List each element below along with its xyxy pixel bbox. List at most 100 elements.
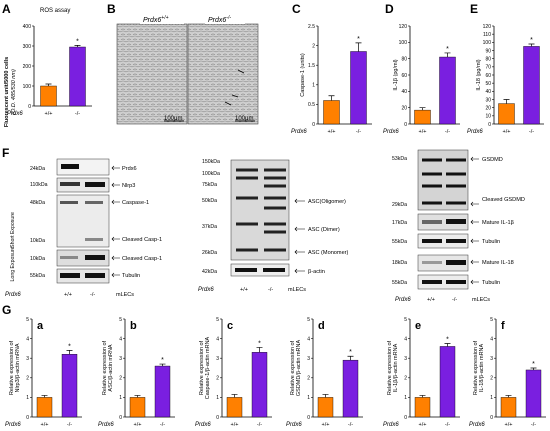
chart-gd-category-0: +/+ bbox=[322, 422, 330, 428]
chart-d-category-1: -/- bbox=[445, 129, 450, 135]
chart-gf-ytick-label-1: 1 bbox=[490, 395, 493, 401]
chart-gc-ytick-label-3: 3 bbox=[216, 356, 219, 362]
chart-a-category-1: -/- bbox=[75, 111, 80, 117]
blot-left-strip-tubulin bbox=[56, 268, 110, 284]
blot-left-ko: -/- bbox=[90, 292, 95, 298]
chart-gd-ylabel-line-2: GSDMD/β-actin mRNA bbox=[296, 340, 302, 397]
blot-right-kda-1: 53kDa bbox=[392, 156, 407, 162]
chart-d-error-1 bbox=[444, 52, 451, 58]
chart-a-error-1 bbox=[74, 45, 81, 47]
band-nlrp3-wt bbox=[60, 182, 80, 186]
chart-e-significance: * bbox=[530, 37, 533, 44]
blot-right-mlecs: mLECs bbox=[472, 297, 490, 303]
chart-gd-ytick-label-5: 5 bbox=[307, 317, 310, 323]
blot-left-wt: +/+ bbox=[64, 292, 72, 298]
blot-left-protein-3: Caspase-1 bbox=[122, 200, 149, 206]
blot-middle-kda-6: 26kDa bbox=[202, 250, 217, 256]
blot-middle-kda-3: 75kDa bbox=[202, 182, 217, 188]
chart-c-bar-1 bbox=[350, 51, 367, 125]
chart-d-ytick-label-0: 0 bbox=[404, 122, 407, 128]
chart-gb-bar-1 bbox=[154, 365, 171, 418]
band-casp1-wt bbox=[60, 201, 78, 204]
chart-gb-ytick-label-1: 1 bbox=[119, 395, 122, 401]
blot-left-genotype: Prdx6 bbox=[5, 292, 21, 298]
band-cleaved-casp1-long-wt bbox=[60, 256, 78, 259]
chart-ga-significance: * bbox=[68, 343, 71, 350]
chart-gf-ytick-label-3: 3 bbox=[490, 356, 493, 362]
band-cleaved-casp1-short-ko bbox=[85, 238, 103, 241]
chart-e-ytick-label-1: 10 bbox=[485, 114, 491, 120]
chart-e-category-0: +/+ bbox=[503, 129, 511, 135]
chart-ge-ytick-label-5: 5 bbox=[404, 317, 407, 323]
chart-d-category-0: +/+ bbox=[419, 129, 427, 135]
chart-gb-genotype: Prdx6 bbox=[98, 422, 114, 428]
chart-gf-ylabel-line-2: IL-18/β-actin mRNA bbox=[479, 343, 485, 392]
chart-gc-significance: * bbox=[258, 340, 261, 347]
blot-right-tubulin-2 bbox=[417, 274, 469, 290]
chart-gd-ytick-label-4: 4 bbox=[307, 336, 310, 342]
chart-gd-ytick-label-0: 0 bbox=[307, 415, 310, 421]
chart-gf-ytick-label-5: 5 bbox=[490, 317, 493, 323]
micrograph-ko-label-bg bbox=[205, 14, 245, 24]
blot-middle-actin bbox=[230, 263, 290, 277]
chart-gf-bar-1 bbox=[525, 369, 542, 418]
chart-gd-error-1 bbox=[347, 355, 354, 361]
chart-a-category-0: +/+ bbox=[45, 111, 53, 117]
blot-right-protein-5: Mature IL-18 bbox=[482, 260, 514, 266]
chart-gd-significance: * bbox=[349, 349, 352, 356]
chart-ge-ytick-label-0: 0 bbox=[404, 415, 407, 421]
chart-gc-genotype: Prdx6 bbox=[195, 422, 211, 428]
chart-e-error-1 bbox=[528, 43, 535, 47]
chart-e-bar-0 bbox=[498, 103, 515, 125]
blot-right-protein-3: Mature IL-1β bbox=[482, 220, 514, 226]
chart-a-ytick-label-1: 100 bbox=[23, 84, 32, 90]
blot-middle-asc bbox=[230, 159, 290, 261]
blot-right-ko: -/- bbox=[452, 297, 457, 303]
band-casp1-ko bbox=[85, 201, 103, 204]
chart-gd-bar-1 bbox=[342, 359, 359, 418]
blot-left-kda-2: 110kDa bbox=[30, 182, 48, 188]
chart-ge-ytick-label-2: 2 bbox=[404, 376, 407, 382]
chart-a-ytick-label-0: 0 bbox=[28, 104, 31, 110]
chart-gb-category-0: +/+ bbox=[134, 422, 142, 428]
blot-middle-protein-1: ASC(Oligomer) bbox=[308, 199, 346, 205]
chart-gf-ytick-label-2: 2 bbox=[490, 376, 493, 382]
chart-gf-ytick-label-0: 0 bbox=[490, 415, 493, 421]
chart-gf-sublabel: f bbox=[501, 320, 505, 332]
blot-middle: 150kDa 100kDa 75kDa 50kDa 37kDa 26kDa 42… bbox=[198, 159, 349, 293]
chart-d-ytick-label-6: 120 bbox=[399, 24, 408, 30]
chart-ge-bar-0 bbox=[414, 397, 431, 418]
chart-ge-significance: * bbox=[446, 337, 449, 344]
chart-gc-ytick-label-2: 2 bbox=[216, 376, 219, 382]
blot-left-protein-5: Cleaved Casp-1 bbox=[122, 256, 162, 262]
chart-a-ytick-label-4: 400 bbox=[23, 24, 32, 30]
chart-ge-ylabel-line-2: IL-1β/β-actin mRNA bbox=[393, 343, 399, 392]
chart-c-category-0: +/+ bbox=[328, 129, 336, 135]
chart-gf-ylabel-line-1: Relative expression of bbox=[473, 340, 479, 395]
chart-gd-sublabel: d bbox=[318, 320, 325, 332]
chart-ga-genotype: Prdx6 bbox=[5, 422, 21, 428]
chart-d-significance: * bbox=[446, 46, 449, 53]
panel-label-a: A bbox=[2, 2, 11, 16]
blot-left-kda-4: 10kDa bbox=[30, 238, 45, 244]
blot-right-protein-1: GSDMD bbox=[482, 157, 503, 163]
chart-a-bar-1 bbox=[69, 46, 86, 107]
panel-label-d: D bbox=[385, 2, 394, 16]
blot-middle-mlecs: mLECs bbox=[288, 287, 306, 293]
chart-ge-bar-1 bbox=[439, 346, 456, 418]
chart-gb-ytick-label-4: 4 bbox=[119, 336, 122, 342]
chart-e-ytick-label-3: 30 bbox=[485, 97, 491, 103]
chart-gd-ytick-label-3: 3 bbox=[307, 356, 310, 362]
band-il1b-wt bbox=[422, 220, 442, 224]
blot-right: 53kDa 29kDa 17kDa 55kDa 18kDa 55kDa GSDM… bbox=[392, 149, 525, 303]
blot-left-protein-6: Tubulin bbox=[122, 273, 140, 279]
chart-a-bar-0 bbox=[40, 85, 57, 107]
blot-left-kda-3: 48kDa bbox=[30, 200, 45, 206]
chart-gc-sublabel: c bbox=[227, 320, 233, 332]
chart-gb-ylabel-line-1: Relative expression of bbox=[102, 340, 108, 395]
chart-gb-error-1 bbox=[159, 363, 166, 367]
chart-d-bar-0 bbox=[414, 109, 431, 125]
chart-e-ytick-label-12: 120 bbox=[483, 24, 492, 30]
